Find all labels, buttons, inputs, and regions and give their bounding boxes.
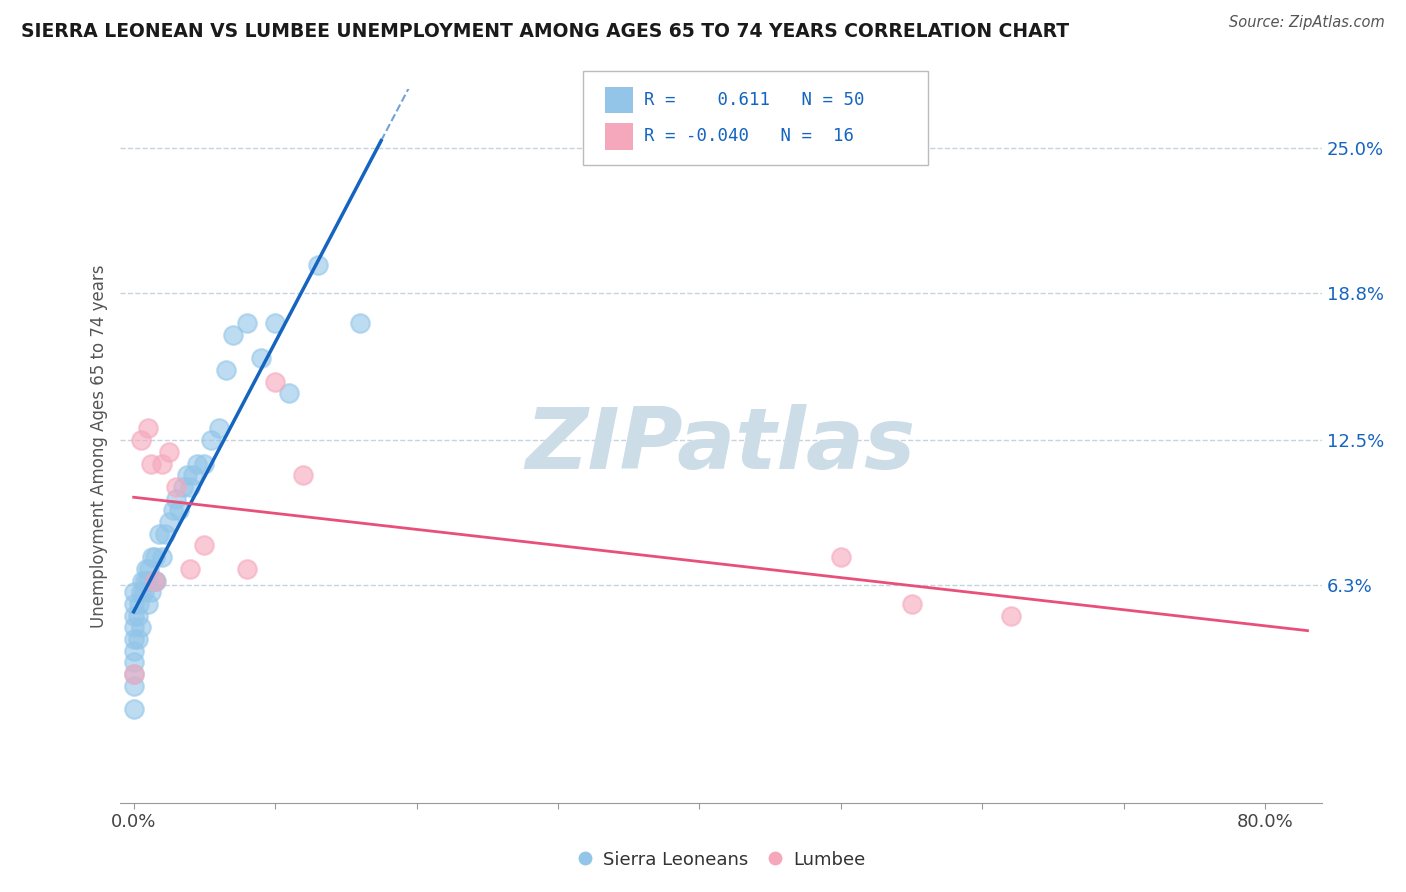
Point bbox=[179, 562, 201, 576]
Point bbox=[143, 550, 166, 565]
Point bbox=[138, 562, 160, 576]
Point bbox=[200, 433, 222, 447]
Point bbox=[186, 457, 208, 471]
Point bbox=[176, 468, 198, 483]
Point bbox=[141, 550, 163, 565]
Point bbox=[122, 679, 145, 693]
Point bbox=[150, 457, 173, 471]
Point bbox=[122, 656, 145, 670]
Point bbox=[139, 457, 162, 471]
Point bbox=[830, 550, 852, 565]
Point bbox=[122, 597, 145, 611]
Point bbox=[139, 585, 162, 599]
Point bbox=[165, 491, 187, 506]
Point bbox=[278, 386, 301, 401]
Point bbox=[221, 327, 243, 342]
Point bbox=[122, 644, 145, 658]
Text: SIERRA LEONEAN VS LUMBEE UNEMPLOYMENT AMONG AGES 65 TO 74 YEARS CORRELATION CHAR: SIERRA LEONEAN VS LUMBEE UNEMPLOYMENT AM… bbox=[21, 22, 1069, 41]
Point bbox=[1000, 608, 1022, 623]
Point bbox=[193, 538, 215, 552]
Point bbox=[181, 468, 204, 483]
Point bbox=[122, 667, 145, 681]
Point bbox=[349, 316, 371, 330]
Point bbox=[122, 620, 145, 634]
Point bbox=[292, 468, 315, 483]
Point bbox=[127, 608, 149, 623]
Point bbox=[127, 632, 149, 646]
Point bbox=[900, 597, 922, 611]
Point bbox=[157, 515, 180, 529]
Point bbox=[134, 574, 156, 588]
Point bbox=[236, 316, 259, 330]
Point bbox=[129, 620, 152, 634]
Point bbox=[122, 632, 145, 646]
Point bbox=[145, 574, 167, 588]
Point bbox=[153, 526, 176, 541]
Point bbox=[132, 585, 155, 599]
Point bbox=[207, 421, 229, 435]
Point bbox=[129, 585, 152, 599]
Point bbox=[131, 574, 153, 588]
Point bbox=[135, 562, 157, 576]
Point bbox=[128, 597, 150, 611]
Point bbox=[150, 550, 173, 565]
Point bbox=[307, 258, 329, 272]
Point bbox=[157, 445, 180, 459]
Point bbox=[148, 526, 170, 541]
Point bbox=[162, 503, 184, 517]
Point bbox=[136, 421, 159, 435]
Point bbox=[179, 480, 201, 494]
Point bbox=[129, 433, 152, 447]
Legend: Sierra Leoneans, Lumbee: Sierra Leoneans, Lumbee bbox=[568, 844, 873, 876]
Point bbox=[193, 457, 215, 471]
Point bbox=[122, 667, 145, 681]
Point bbox=[236, 562, 259, 576]
Point bbox=[143, 574, 166, 588]
Point bbox=[165, 480, 187, 494]
Point bbox=[136, 597, 159, 611]
Text: Source: ZipAtlas.com: Source: ZipAtlas.com bbox=[1229, 15, 1385, 30]
Point bbox=[122, 585, 145, 599]
Point bbox=[250, 351, 273, 366]
Point bbox=[136, 574, 159, 588]
Point bbox=[143, 574, 166, 588]
Y-axis label: Unemployment Among Ages 65 to 74 years: Unemployment Among Ages 65 to 74 years bbox=[90, 264, 108, 628]
Text: R = -0.040   N =  16: R = -0.040 N = 16 bbox=[644, 128, 853, 145]
Point bbox=[122, 608, 145, 623]
Point bbox=[264, 375, 287, 389]
Point bbox=[122, 702, 145, 716]
Point bbox=[167, 503, 190, 517]
Point bbox=[172, 480, 194, 494]
Text: R =    0.611   N = 50: R = 0.611 N = 50 bbox=[644, 91, 865, 109]
Point bbox=[214, 363, 236, 377]
Text: ZIPatlas: ZIPatlas bbox=[526, 404, 915, 488]
Point bbox=[264, 316, 287, 330]
